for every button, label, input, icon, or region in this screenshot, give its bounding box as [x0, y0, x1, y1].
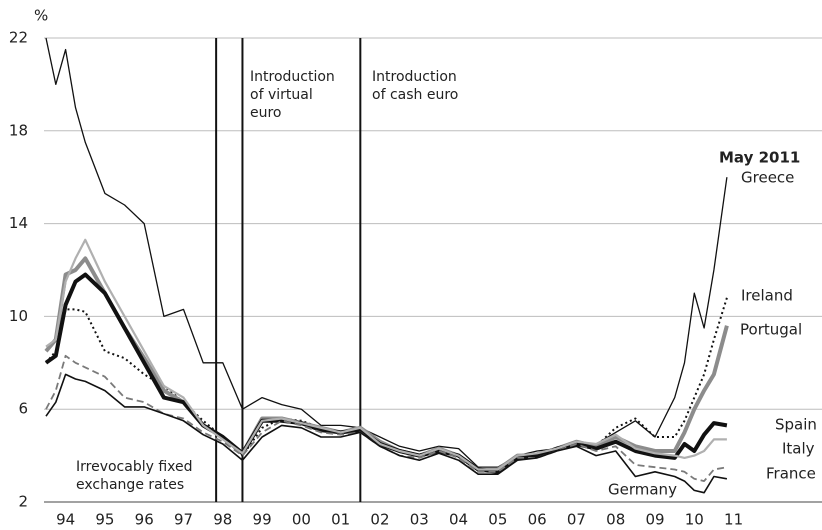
series-label: Portugal	[740, 321, 802, 339]
series-label: France	[766, 465, 816, 483]
annotation: May 2011	[719, 149, 800, 167]
annotation: of cash euro	[372, 87, 458, 103]
y-tick-label: 14	[9, 214, 28, 232]
x-tick-label: 94	[56, 511, 75, 529]
x-tick-label: 07	[567, 511, 586, 529]
series-label: Greece	[741, 169, 794, 187]
annotation: of virtual	[250, 87, 313, 103]
x-tick-label: 97	[174, 511, 193, 529]
series-line	[45, 238, 727, 471]
x-tick-label: 08	[606, 511, 625, 529]
x-tick-label: 01	[331, 511, 350, 529]
x-tick-label: 99	[253, 511, 272, 529]
x-tick-label: 06	[528, 511, 547, 529]
x-tick-label: 96	[135, 511, 154, 529]
annotation: euro	[250, 105, 282, 121]
x-tick-label: 95	[95, 511, 114, 529]
x-tick-label: 02	[370, 511, 389, 529]
y-tick-label: 10	[9, 307, 28, 325]
annotation: Irrevocably fixed	[76, 459, 193, 475]
x-tick-label: 00	[292, 511, 311, 529]
x-tick-label: 10	[685, 511, 704, 529]
series-line	[44, 256, 729, 472]
x-tick-label: 04	[449, 511, 468, 529]
annotation: Introduction	[250, 69, 335, 85]
series-line	[45, 373, 728, 494]
x-tick-label: 09	[645, 511, 664, 529]
y-tick-label: 6	[18, 400, 28, 418]
x-tick-label: 11	[724, 511, 743, 529]
x-tick-label: 05	[488, 511, 507, 529]
series-label: Spain	[775, 416, 817, 434]
annotation: exchange rates	[76, 477, 184, 493]
series-label: Ireland	[741, 287, 793, 305]
series-label: Italy	[782, 440, 815, 458]
x-tick-label: 98	[213, 511, 232, 529]
y-tick-label: 18	[9, 121, 28, 139]
y-axis-label: %	[34, 7, 48, 25]
y-tick-label: 2	[18, 493, 28, 511]
series-label: Germany	[608, 481, 677, 499]
series-line	[45, 297, 728, 471]
y-tick-label: 22	[9, 29, 28, 47]
x-tick-label: 03	[410, 511, 429, 529]
annotation: Introduction	[372, 69, 457, 85]
